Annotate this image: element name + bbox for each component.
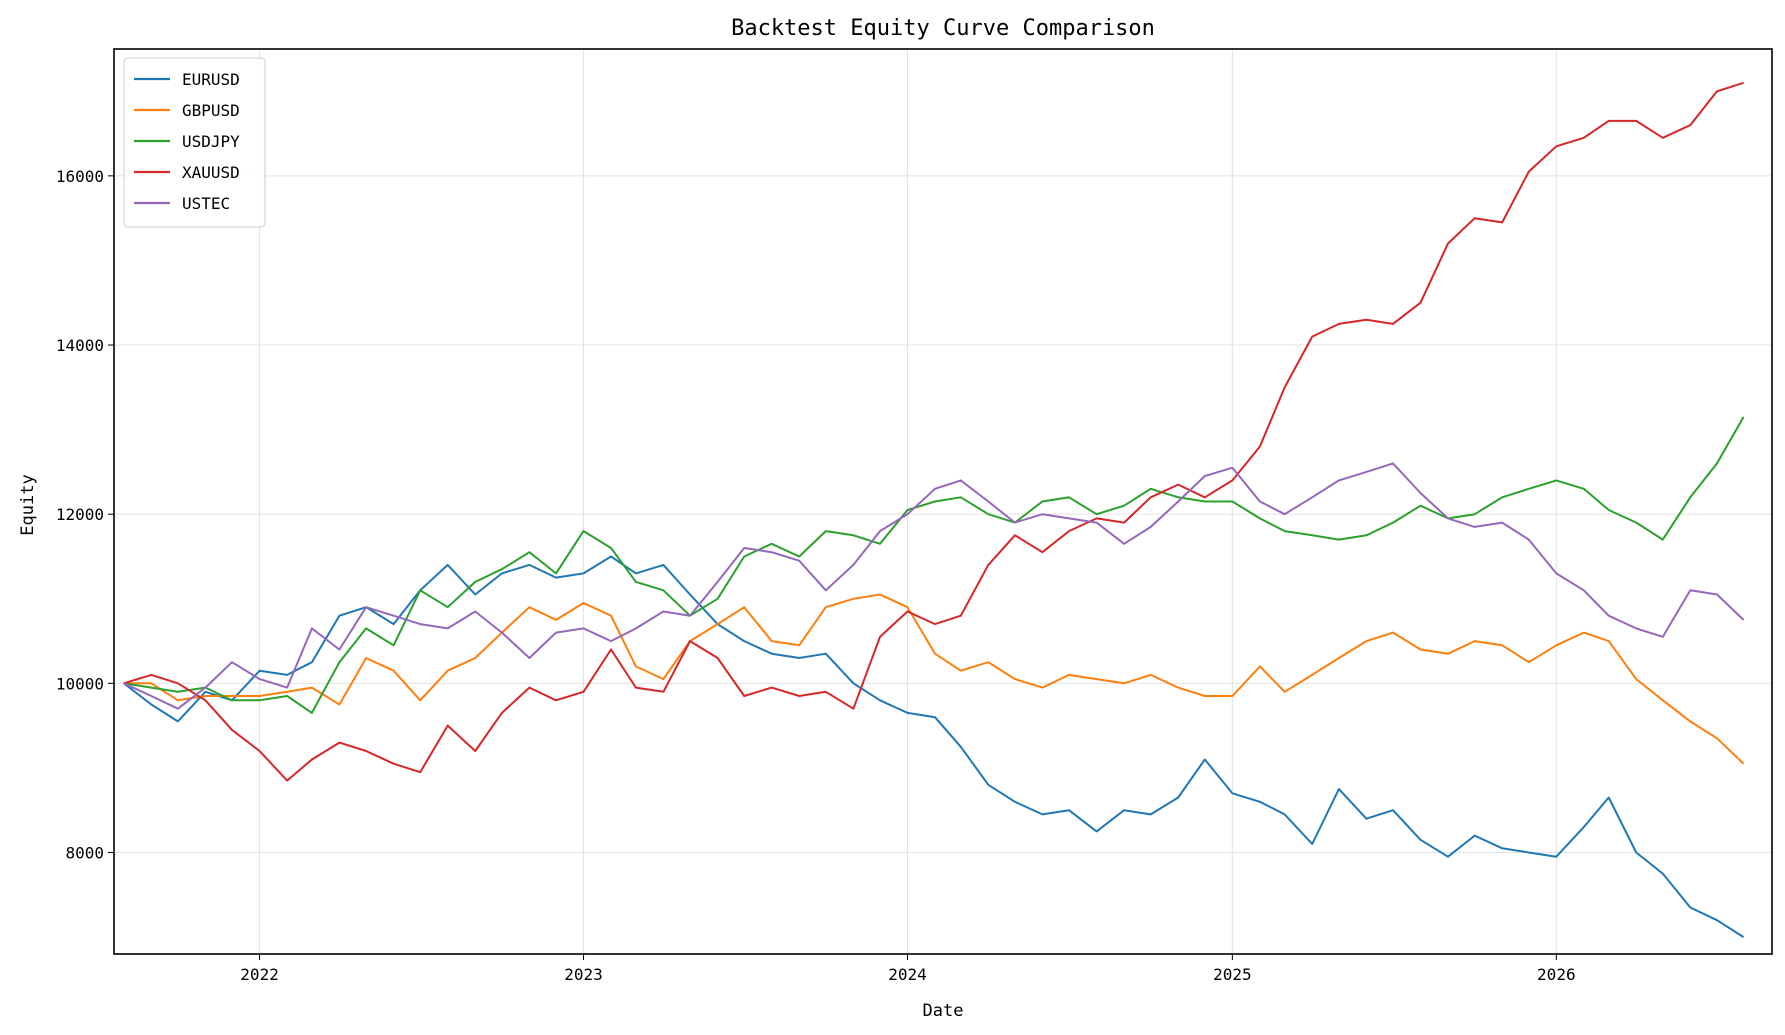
series-line-usdjpy: [123, 416, 1745, 714]
x-tick-label: 2025: [1213, 965, 1252, 984]
y-tick-label: 14000: [56, 336, 104, 355]
legend-label-gbpusd: GBPUSD: [182, 101, 240, 120]
series-line-xauusd: [123, 81, 1744, 782]
plot-frame: [113, 48, 1773, 955]
x-tick-label: 2026: [1537, 965, 1576, 984]
legend-label-eurusd: EURUSD: [182, 70, 240, 89]
y-tick-label: 12000: [56, 505, 104, 524]
series-line-ustec: [123, 462, 1745, 710]
y-tick-label: 8000: [65, 844, 104, 863]
series-layer: [123, 81, 1745, 938]
x-axis-label: Date: [923, 1001, 964, 1021]
grid-layer: [114, 49, 1772, 954]
y-axis-label: Equity: [18, 474, 38, 535]
legend-label-ustec: USTEC: [182, 194, 230, 213]
x-tick-label: 2024: [888, 965, 927, 984]
legend-label-xauusd: XAUUSD: [182, 163, 240, 182]
series-line-eurusd: [123, 555, 1745, 938]
y-tick-label: 10000: [56, 674, 104, 693]
chart-title: Backtest Equity Curve Comparison: [731, 16, 1155, 41]
x-tick-label: 2023: [564, 965, 603, 984]
legend-box: [123, 57, 266, 228]
x-tick-label: 2022: [240, 965, 279, 984]
legend-label-usdjpy: USDJPY: [182, 132, 240, 151]
legend: EURUSD GBPUSD USDJPY XAUUSD USTEC: [123, 57, 266, 228]
y-tick-label: 16000: [56, 167, 104, 186]
series-line-gbpusd: [123, 593, 1745, 765]
tick-layer: 2022 2023 2024 2025 2026 8000 10000 12000 14000 1…: [56, 167, 1576, 984]
